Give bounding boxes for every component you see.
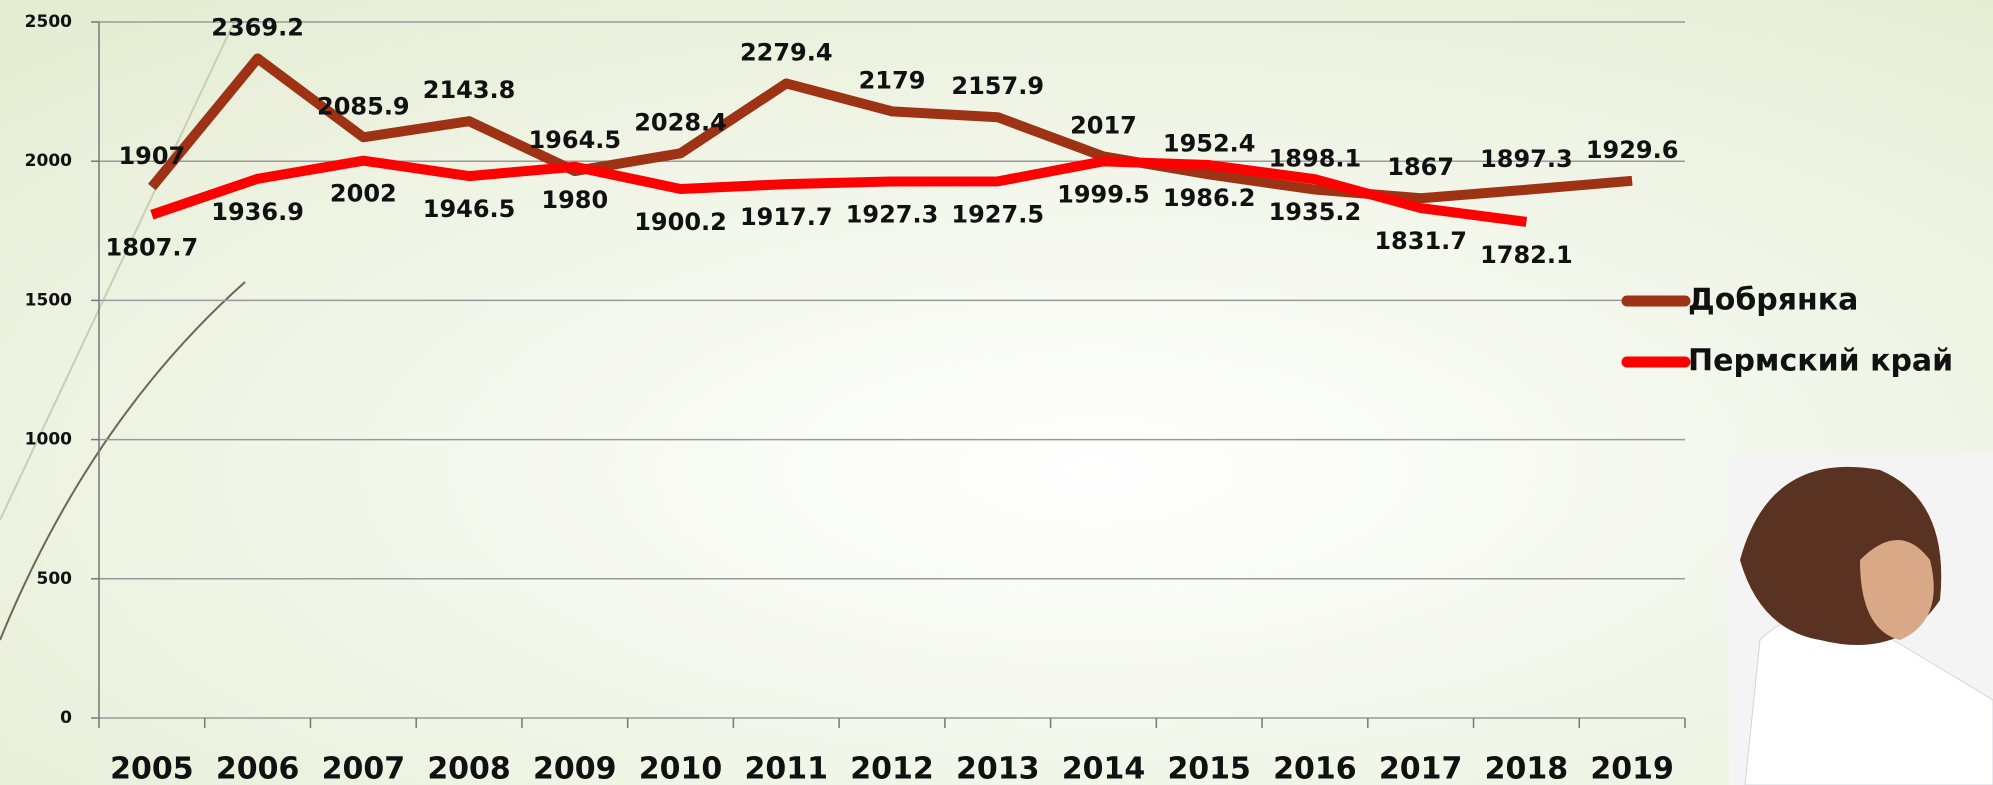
- photo: [1729, 454, 1993, 785]
- data-label: 2017: [1070, 111, 1137, 139]
- data-label: 2179: [859, 66, 926, 94]
- decor-curve: [0, 281, 246, 641]
- data-label: 1952.4: [1163, 129, 1256, 157]
- y-tick-label: 0: [60, 708, 72, 728]
- y-tick-label: 1000: [25, 430, 72, 450]
- y-tick-label: 2500: [25, 12, 72, 32]
- data-label: 1927.5: [951, 200, 1044, 228]
- data-label: 1782.1: [1480, 241, 1573, 269]
- x-tick-label: 2019: [1590, 752, 1674, 785]
- x-tick-label: 2014: [1062, 752, 1146, 785]
- data-label: 1907: [118, 142, 185, 170]
- data-label: 1946.5: [423, 195, 516, 223]
- data-label: 1898.1: [1269, 145, 1362, 173]
- data-label: 1929.6: [1586, 136, 1679, 164]
- data-label: 2369.2: [211, 13, 304, 41]
- data-label: 1964.5: [528, 126, 621, 154]
- data-label: 2002: [330, 180, 397, 208]
- x-tick-label: 2015: [1167, 752, 1251, 785]
- x-tick-label: 2007: [322, 752, 406, 785]
- data-label: 1999.5: [1057, 180, 1150, 208]
- data-label: 1986.2: [1163, 184, 1256, 212]
- y-tick-label: 2000: [25, 151, 72, 171]
- x-tick-label: 2009: [533, 752, 617, 785]
- x-tick-label: 2008: [427, 752, 511, 785]
- data-label: 2028.4: [634, 108, 727, 136]
- data-label: 1897.3: [1480, 145, 1573, 173]
- series-line: [150, 155, 1528, 227]
- data-label: 1936.9: [211, 198, 304, 226]
- x-tick-label: 2017: [1379, 752, 1463, 785]
- data-label: 2143.8: [423, 76, 516, 104]
- data-label: 1935.2: [1269, 198, 1362, 226]
- data-label: 1917.7: [740, 203, 833, 231]
- x-tick-label: 2011: [745, 752, 829, 785]
- data-label: 2157.9: [951, 72, 1044, 100]
- y-tick-label: 1500: [25, 290, 72, 310]
- data-label: 1927.3: [846, 200, 939, 228]
- x-tick-label: 2005: [110, 752, 194, 785]
- data-label: 1980: [541, 186, 608, 214]
- legend-label: Пермский край: [1688, 344, 1953, 379]
- data-label: 2085.9: [317, 92, 410, 120]
- x-tick-label: 2006: [216, 752, 300, 785]
- x-tick-label: 2013: [956, 752, 1040, 785]
- data-label: 2279.4: [740, 38, 833, 66]
- y-tick-label: 500: [37, 569, 73, 589]
- x-tick-label: 2010: [639, 752, 723, 785]
- x-tick-label: 2018: [1485, 752, 1569, 785]
- data-label: 1867: [1387, 153, 1454, 181]
- data-label: 1900.2: [634, 208, 727, 236]
- x-tick-label: 2016: [1273, 752, 1357, 785]
- data-label: 1831.7: [1374, 227, 1467, 255]
- data-label: 1807.7: [106, 234, 199, 262]
- x-tick-label: 2012: [850, 752, 934, 785]
- legend-label: Добрянка: [1688, 283, 1858, 318]
